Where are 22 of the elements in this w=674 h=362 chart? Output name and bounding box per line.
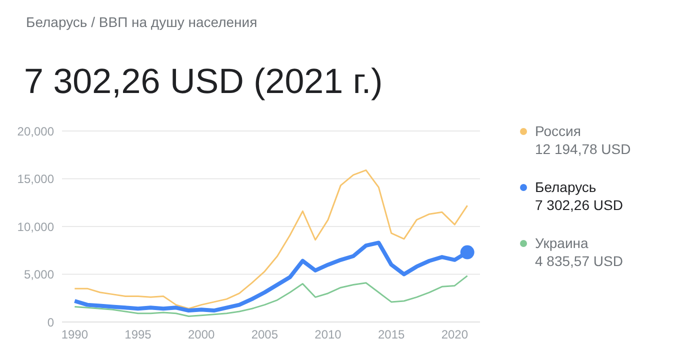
y-tick-label: 15,000 (17, 172, 54, 186)
y-tick-label: 0 (47, 315, 54, 330)
text: 12 194,78 USD (535, 140, 631, 158)
legend-label: Украина (535, 234, 588, 252)
y-tick-label: 5,000 (24, 268, 54, 282)
text: 7 302,26 USD (535, 196, 624, 214)
y-tick-label: 10,000 (17, 220, 54, 234)
legend-label: Россия (535, 122, 581, 140)
legend-label: Беларусь (535, 178, 596, 196)
line-series (74, 275, 468, 318)
chart-subtitle: Беларусь / ВВП на душу населения (26, 14, 258, 30)
x-tick-label: 2015 (378, 328, 406, 342)
text: 4 835,57 USD (535, 252, 624, 270)
chart-title: 7 302,26 USD (2021 г.) (24, 62, 383, 102)
line-series (74, 169, 468, 310)
x-tick-label: 1990 (61, 328, 88, 342)
x-tick-label: 2020 (441, 328, 468, 342)
x-tick-label: 2010 (314, 328, 342, 342)
x-tick-label: 2005 (251, 328, 278, 342)
x-tick-label: 1995 (124, 328, 152, 342)
y-tick-label: 20,000 (17, 124, 54, 138)
x-tick-label: 2000 (188, 328, 216, 342)
